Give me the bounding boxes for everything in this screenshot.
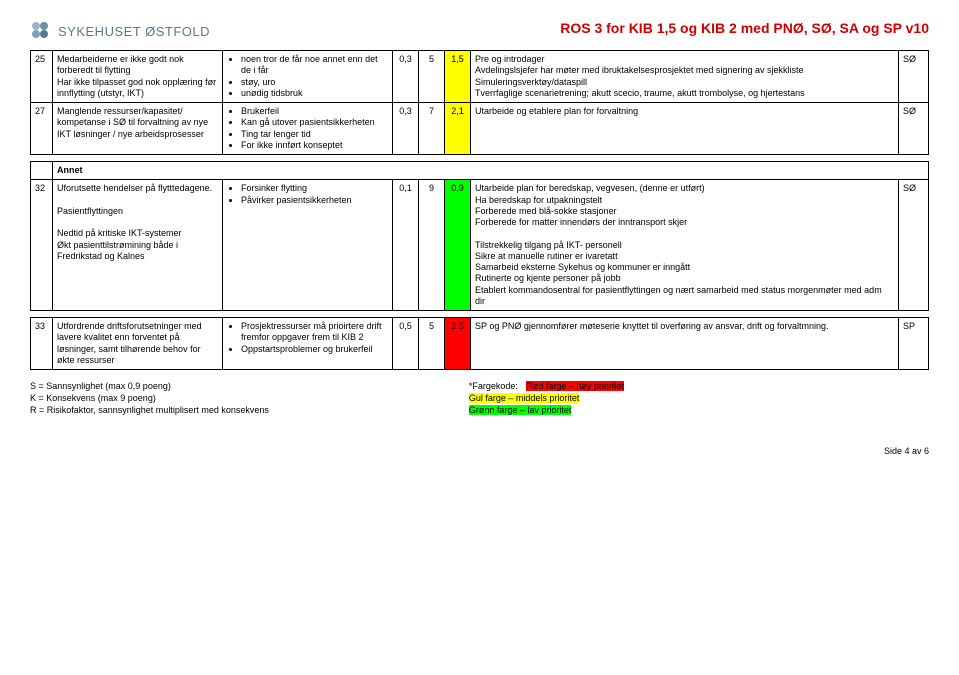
row-action: Utarbeide plan for beredskap, vegvesen, … (471, 180, 899, 311)
table-row: 32Uforutsette hendelser på flytttedagene… (31, 180, 929, 311)
row-owner: SP (899, 318, 929, 370)
row-owner: SØ (899, 51, 929, 103)
row-k-value: 9 (419, 180, 445, 311)
row-number: 27 (31, 103, 53, 155)
row-number: 32 (31, 180, 53, 311)
logo-mark-icon (30, 20, 52, 42)
row-action: Utarbeide og etablere plan for forvaltni… (471, 103, 899, 155)
cause-item: unødig tidsbruk (241, 88, 388, 99)
cause-item: støy, uro (241, 77, 388, 88)
legend-r: R = Risikofaktor, sannsynlighet multipli… (30, 404, 269, 416)
row-cause: Forsinker flyttingPåvirker pasientsikker… (223, 180, 393, 311)
section-label: Annet (53, 162, 929, 180)
row-number: 25 (31, 51, 53, 103)
row-action: Pre og introdager Avdelingslsjefer har m… (471, 51, 899, 103)
row-k-value: 5 (419, 318, 445, 370)
cause-item: Påvirker pasientsikkerheten (241, 195, 388, 206)
row-r-value: 0,9 (445, 180, 471, 311)
risk-table-top: 25Medarbeiderne er ikke godt nok forbere… (30, 50, 929, 155)
cause-item: Brukerfeil (241, 106, 388, 117)
legend: S = Sannsynlighet (max 0,9 poeng) K = Ko… (30, 380, 929, 416)
legend-yellow: Gul farge – middels prioritet (469, 393, 580, 403)
row-owner: SØ (898, 180, 928, 311)
row-r-value: 2,5 (445, 318, 471, 370)
cause-item: Ting tar lenger tid (241, 129, 388, 140)
legend-s: S = Sannsynlighet (max 0,9 poeng) (30, 380, 269, 392)
cause-item: Kan gå utover pasientsikkerheten (241, 117, 388, 128)
row-action: SP og PNØ gjennomfører møteserie knyttet… (471, 318, 899, 370)
row-s-value: 0,1 (393, 180, 419, 311)
row-r-value: 1,5 (445, 51, 471, 103)
legend-k: K = Konsekvens (max 9 poeng) (30, 392, 269, 404)
cause-item: noen tror de får noe annet enn det de i … (241, 54, 388, 77)
page-number: Side 4 av 6 (30, 446, 929, 456)
section-header-row: Annet (31, 162, 929, 180)
row-number: 33 (31, 318, 53, 370)
row-s-value: 0,3 (393, 51, 419, 103)
legend-colors: *Fargekode: Rød farge – høy prioritet Gu… (469, 380, 624, 416)
cause-item: Forsinker flytting (241, 183, 388, 194)
legend-definitions: S = Sannsynlighet (max 0,9 poeng) K = Ko… (30, 380, 269, 416)
legend-green: Grønn farge – lav prioritet (469, 405, 572, 415)
risk-table-mid: Annet 32Uforutsette hendelser på flyttte… (30, 161, 929, 311)
logo: SYKEHUSET ØSTFOLD (30, 20, 210, 42)
cause-item: For ikke innført konseptet (241, 140, 388, 151)
row-description: Utfordrende driftsforutsetninger med lav… (53, 318, 223, 370)
row-k-value: 5 (419, 51, 445, 103)
row-r-value: 2,1 (445, 103, 471, 155)
row-description: Medarbeiderne er ikke godt nok forberedt… (53, 51, 223, 103)
row-s-value: 0,5 (393, 318, 419, 370)
row-k-value: 7 (419, 103, 445, 155)
row-cause: noen tror de får noe annet enn det de i … (223, 51, 393, 103)
row-s-value: 0,3 (393, 103, 419, 155)
row-owner: SØ (899, 103, 929, 155)
row-cause: Prosjektressurser må prioirtere drift fr… (223, 318, 393, 370)
legend-code-label: *Fargekode: (469, 380, 518, 392)
cause-item: Oppstartsproblemer og brukerfeil (241, 344, 388, 355)
risk-table-bot: 33Utfordrende driftsforutsetninger med l… (30, 317, 929, 370)
row-cause: BrukerfeilKan gå utover pasientsikkerhet… (223, 103, 393, 155)
row-description: Uforutsette hendelser på flytttedagene. … (53, 180, 223, 311)
row-description: Manglende ressurser/kapasitet/ kompetans… (53, 103, 223, 155)
section-num-cell (31, 162, 53, 180)
table-row: 27Manglende ressurser/kapasitet/ kompeta… (31, 103, 929, 155)
doc-title: ROS 3 for KIB 1,5 og KIB 2 med PNØ, SØ, … (560, 20, 929, 36)
header: SYKEHUSET ØSTFOLD ROS 3 for KIB 1,5 og K… (30, 20, 929, 42)
cause-item: Prosjektressurser må prioirtere drift fr… (241, 321, 388, 344)
table-row: 33Utfordrende driftsforutsetninger med l… (31, 318, 929, 370)
legend-red: Rød farge – høy prioritet (526, 381, 624, 391)
logo-text: SYKEHUSET ØSTFOLD (58, 24, 210, 39)
table-row: 25Medarbeiderne er ikke godt nok forbere… (31, 51, 929, 103)
